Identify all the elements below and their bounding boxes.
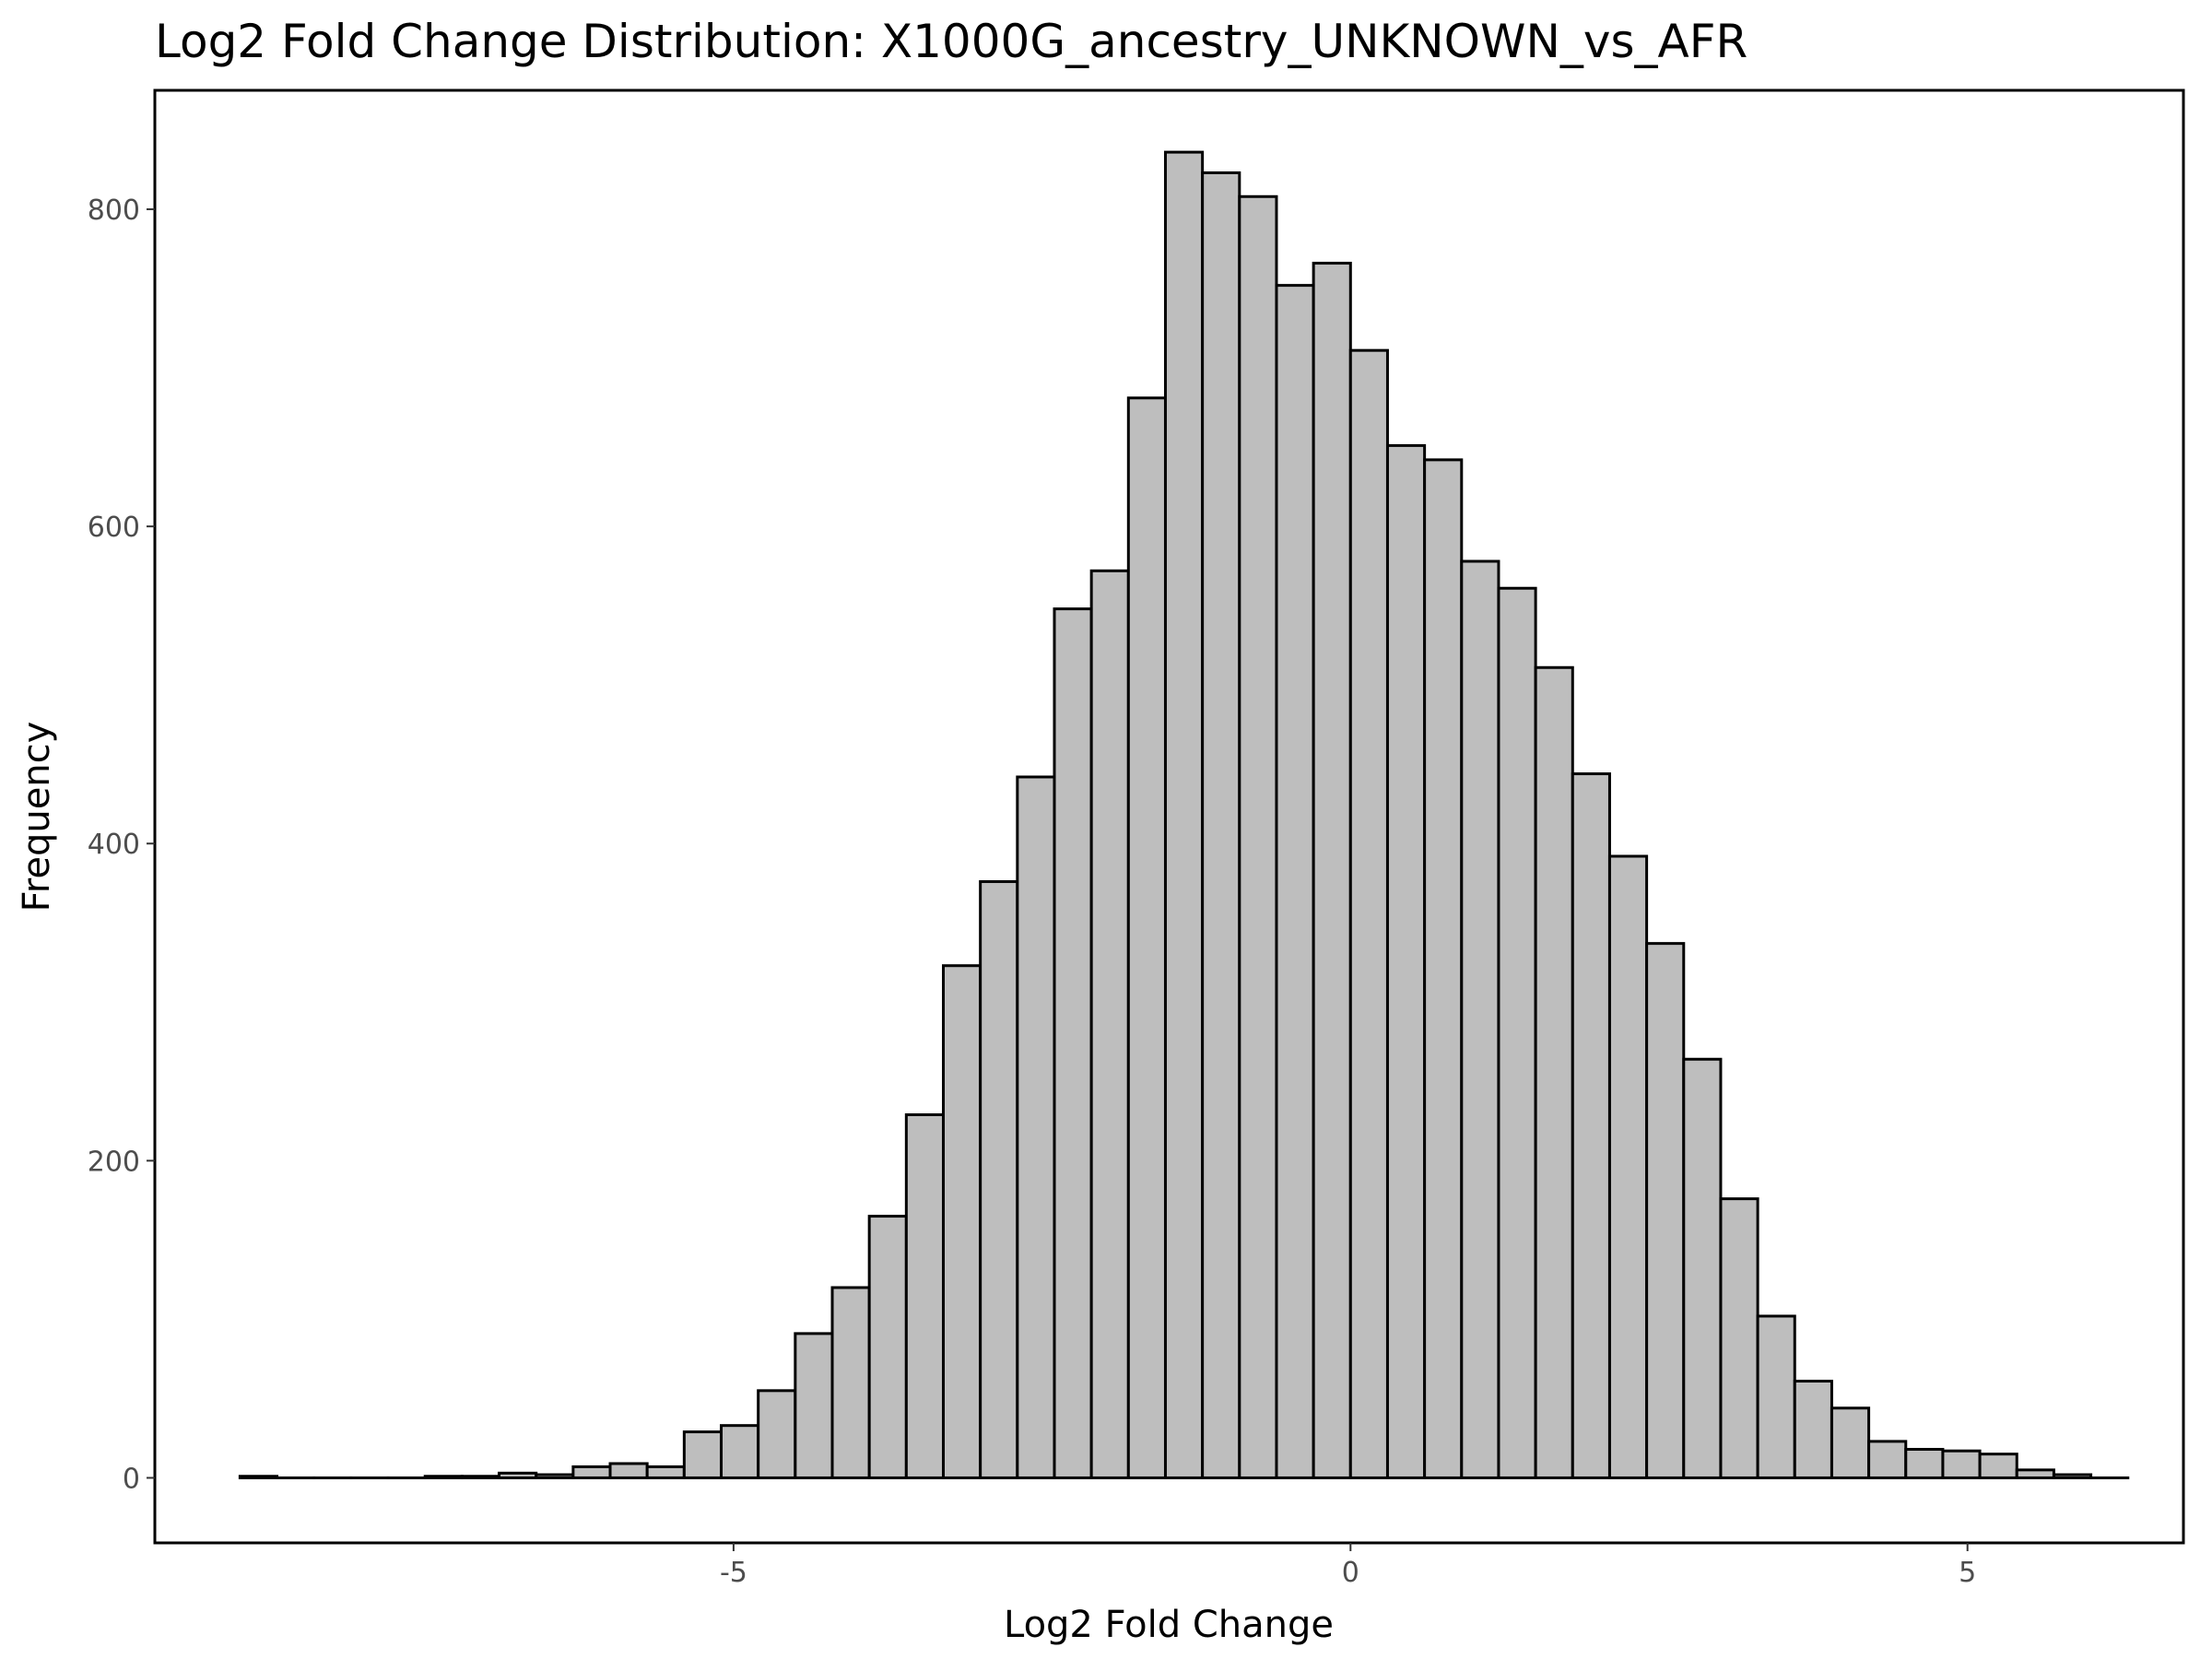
chart-title: Log2 Fold Change Distribution: X1000G_an… bbox=[155, 15, 1747, 68]
histogram-bar bbox=[1423, 458, 1464, 1479]
histogram-bar bbox=[1460, 559, 1500, 1479]
x-axis-title: Log2 Fold Change bbox=[1004, 1604, 1334, 1646]
histogram-bar bbox=[1978, 1453, 2018, 1479]
histogram-bar bbox=[1348, 348, 1389, 1479]
y-tick-label: 400 bbox=[88, 829, 140, 861]
histogram-bar bbox=[904, 1112, 945, 1479]
histogram-bar bbox=[1126, 396, 1167, 1479]
histogram-bar bbox=[460, 1475, 501, 1479]
histogram-bar bbox=[608, 1462, 649, 1479]
histogram-bar bbox=[682, 1430, 724, 1479]
x-tick-label: 0 bbox=[1342, 1557, 1359, 1589]
histogram-bar bbox=[535, 1473, 575, 1479]
histogram-bar bbox=[1830, 1406, 1871, 1479]
histogram-bar bbox=[1238, 194, 1278, 1479]
histogram-bar bbox=[1201, 171, 1241, 1479]
histogram-bar bbox=[720, 1424, 760, 1479]
histogram-bar bbox=[645, 1465, 686, 1479]
y-tick-label: 200 bbox=[88, 1146, 140, 1178]
histogram-bar bbox=[942, 964, 982, 1479]
histogram-bar bbox=[1163, 150, 1205, 1479]
histogram-bar bbox=[498, 1471, 538, 1479]
histogram-bar bbox=[1645, 942, 1686, 1479]
x-tick-label: 5 bbox=[1959, 1557, 1976, 1589]
histogram-bar bbox=[1607, 854, 1649, 1479]
histogram-bar bbox=[1312, 262, 1352, 1479]
histogram-bar bbox=[1682, 1057, 1723, 1479]
y-tick-label: 0 bbox=[123, 1463, 140, 1495]
histogram-bar bbox=[1793, 1380, 1833, 1479]
histogram-bar bbox=[571, 1465, 612, 1479]
histogram-bar bbox=[1385, 443, 1427, 1479]
histogram-bar bbox=[1904, 1447, 1945, 1479]
x-tick-label: -5 bbox=[720, 1557, 747, 1589]
bars-group bbox=[238, 150, 2130, 1479]
histogram-bar bbox=[1089, 569, 1130, 1479]
histogram-bar bbox=[238, 1475, 279, 1479]
histogram-bar bbox=[2052, 1473, 2093, 1479]
histogram-bar bbox=[1016, 775, 1056, 1479]
histogram-bar bbox=[1053, 607, 1093, 1479]
histogram-bar bbox=[2015, 1468, 2055, 1479]
x-axis: -5 0 5 bbox=[720, 1543, 1976, 1589]
histogram-bar bbox=[867, 1215, 908, 1479]
histogram-bar bbox=[757, 1389, 797, 1479]
histogram-bar bbox=[830, 1286, 871, 1479]
y-tick-label: 800 bbox=[88, 194, 140, 227]
y-tick-label: 600 bbox=[88, 512, 140, 544]
histogram-bar bbox=[1275, 284, 1315, 1479]
histogram-bar bbox=[1719, 1197, 1759, 1479]
histogram-bar bbox=[979, 880, 1019, 1479]
y-axis: 0 200 400 600 800 bbox=[88, 194, 155, 1495]
histogram-bar bbox=[1867, 1440, 1908, 1479]
histogram-bar bbox=[1534, 665, 1574, 1479]
y-axis-title: Frequency bbox=[16, 722, 58, 912]
histogram-bar bbox=[1497, 586, 1537, 1479]
histogram-bar bbox=[1941, 1449, 1982, 1479]
histogram-bar bbox=[794, 1332, 834, 1479]
histogram-bar bbox=[423, 1475, 464, 1479]
histogram-bar bbox=[1571, 772, 1611, 1479]
plot-panel-border bbox=[153, 88, 2185, 1545]
histogram-bar bbox=[1756, 1314, 1796, 1479]
